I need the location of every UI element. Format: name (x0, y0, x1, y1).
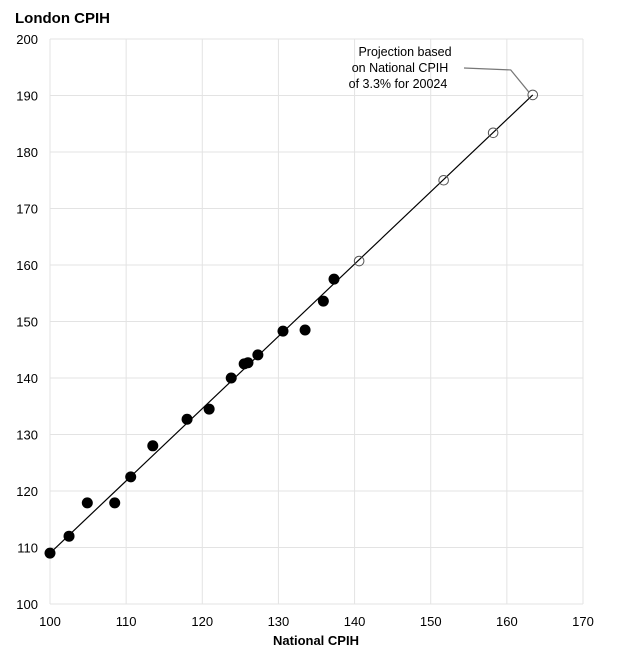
annotation-leader-line (463, 67, 530, 93)
projection-point (353, 255, 365, 267)
data-point (181, 413, 193, 425)
y-tick-label: 100 (16, 597, 38, 612)
data-points (44, 89, 539, 559)
data-point (252, 349, 264, 361)
projection-point (527, 89, 539, 101)
x-axis-ticks: 100 110 120 130 140 150 160 170 (39, 614, 594, 629)
data-point (225, 372, 237, 384)
trendline (49, 94, 534, 554)
data-point (328, 273, 340, 285)
y-tick-label: 180 (16, 145, 38, 160)
y-axis-ticks: 100 110 120 130 140 150 160 170 180 190 200 (16, 32, 38, 612)
x-tick-label: 110 (116, 614, 137, 629)
y-tick-label: 150 (16, 315, 38, 330)
x-tick-label: 160 (496, 614, 518, 629)
y-tick-label: 110 (17, 541, 38, 556)
data-point (242, 357, 254, 369)
data-point (317, 295, 329, 307)
y-tick-label: 170 (16, 202, 38, 217)
annotation-line-2: on National CPIH (352, 61, 449, 75)
x-tick-label: 140 (344, 614, 366, 629)
projection-point (487, 127, 499, 139)
gridlines (49, 38, 584, 605)
data-point (277, 325, 289, 337)
annotation-line-3: of 3.3% for 20024 (349, 77, 448, 91)
x-axis-label: National CPIH (273, 633, 359, 648)
y-tick-label: 140 (16, 371, 38, 386)
annotation: Projection based on National CPIH of 3.3… (349, 45, 530, 93)
data-point (81, 497, 93, 509)
x-tick-label: 150 (420, 614, 442, 629)
y-tick-label: 200 (16, 32, 38, 47)
chart-title: London CPIH (15, 10, 110, 27)
y-tick-label: 160 (16, 258, 38, 273)
y-tick-label: 130 (16, 428, 38, 443)
x-tick-label: 130 (268, 614, 290, 629)
x-tick-label: 120 (191, 614, 213, 629)
y-tick-label: 190 (16, 89, 38, 104)
data-point (299, 324, 311, 336)
x-tick-label: 100 (39, 614, 61, 629)
data-point (109, 497, 121, 509)
y-tick-label: 120 (16, 484, 38, 499)
data-point (147, 440, 159, 452)
data-point (63, 530, 75, 542)
projection-point (438, 174, 449, 186)
data-point (203, 403, 215, 415)
x-tick-label: 170 (572, 614, 594, 629)
data-point (44, 547, 56, 559)
data-point (125, 471, 137, 483)
annotation-line-1: Projection based (358, 45, 451, 59)
